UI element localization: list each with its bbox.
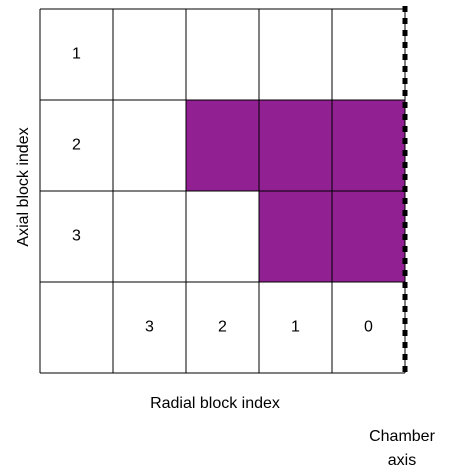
chamber-axis-label-line2: axis (388, 452, 416, 469)
filled-cell (259, 191, 332, 282)
filled-cell (186, 100, 259, 191)
chamber-axis-label-line1: Chamber (369, 428, 435, 445)
radial-axis-title: Radial block index (150, 395, 280, 412)
radial-index-label: 0 (364, 319, 373, 336)
radial-index-label: 1 (291, 319, 300, 336)
axial-index-label: 2 (72, 137, 81, 154)
filled-cell (259, 100, 332, 191)
filled-cell (332, 100, 405, 191)
empty-cell (332, 9, 405, 100)
axial-index-label: 3 (72, 228, 81, 245)
empty-cell (259, 9, 332, 100)
empty-cell (113, 9, 186, 100)
radial-index-label: 2 (218, 319, 227, 336)
radial-index-label: 3 (145, 319, 154, 336)
empty-cell (186, 191, 259, 282)
empty-cell (113, 100, 186, 191)
empty-cell (113, 191, 186, 282)
empty-cell (40, 282, 113, 373)
filled-cell (332, 191, 405, 282)
axial-axis-title: Axial block index (15, 127, 32, 246)
empty-cell (186, 9, 259, 100)
axial-index-label: 1 (72, 46, 81, 63)
